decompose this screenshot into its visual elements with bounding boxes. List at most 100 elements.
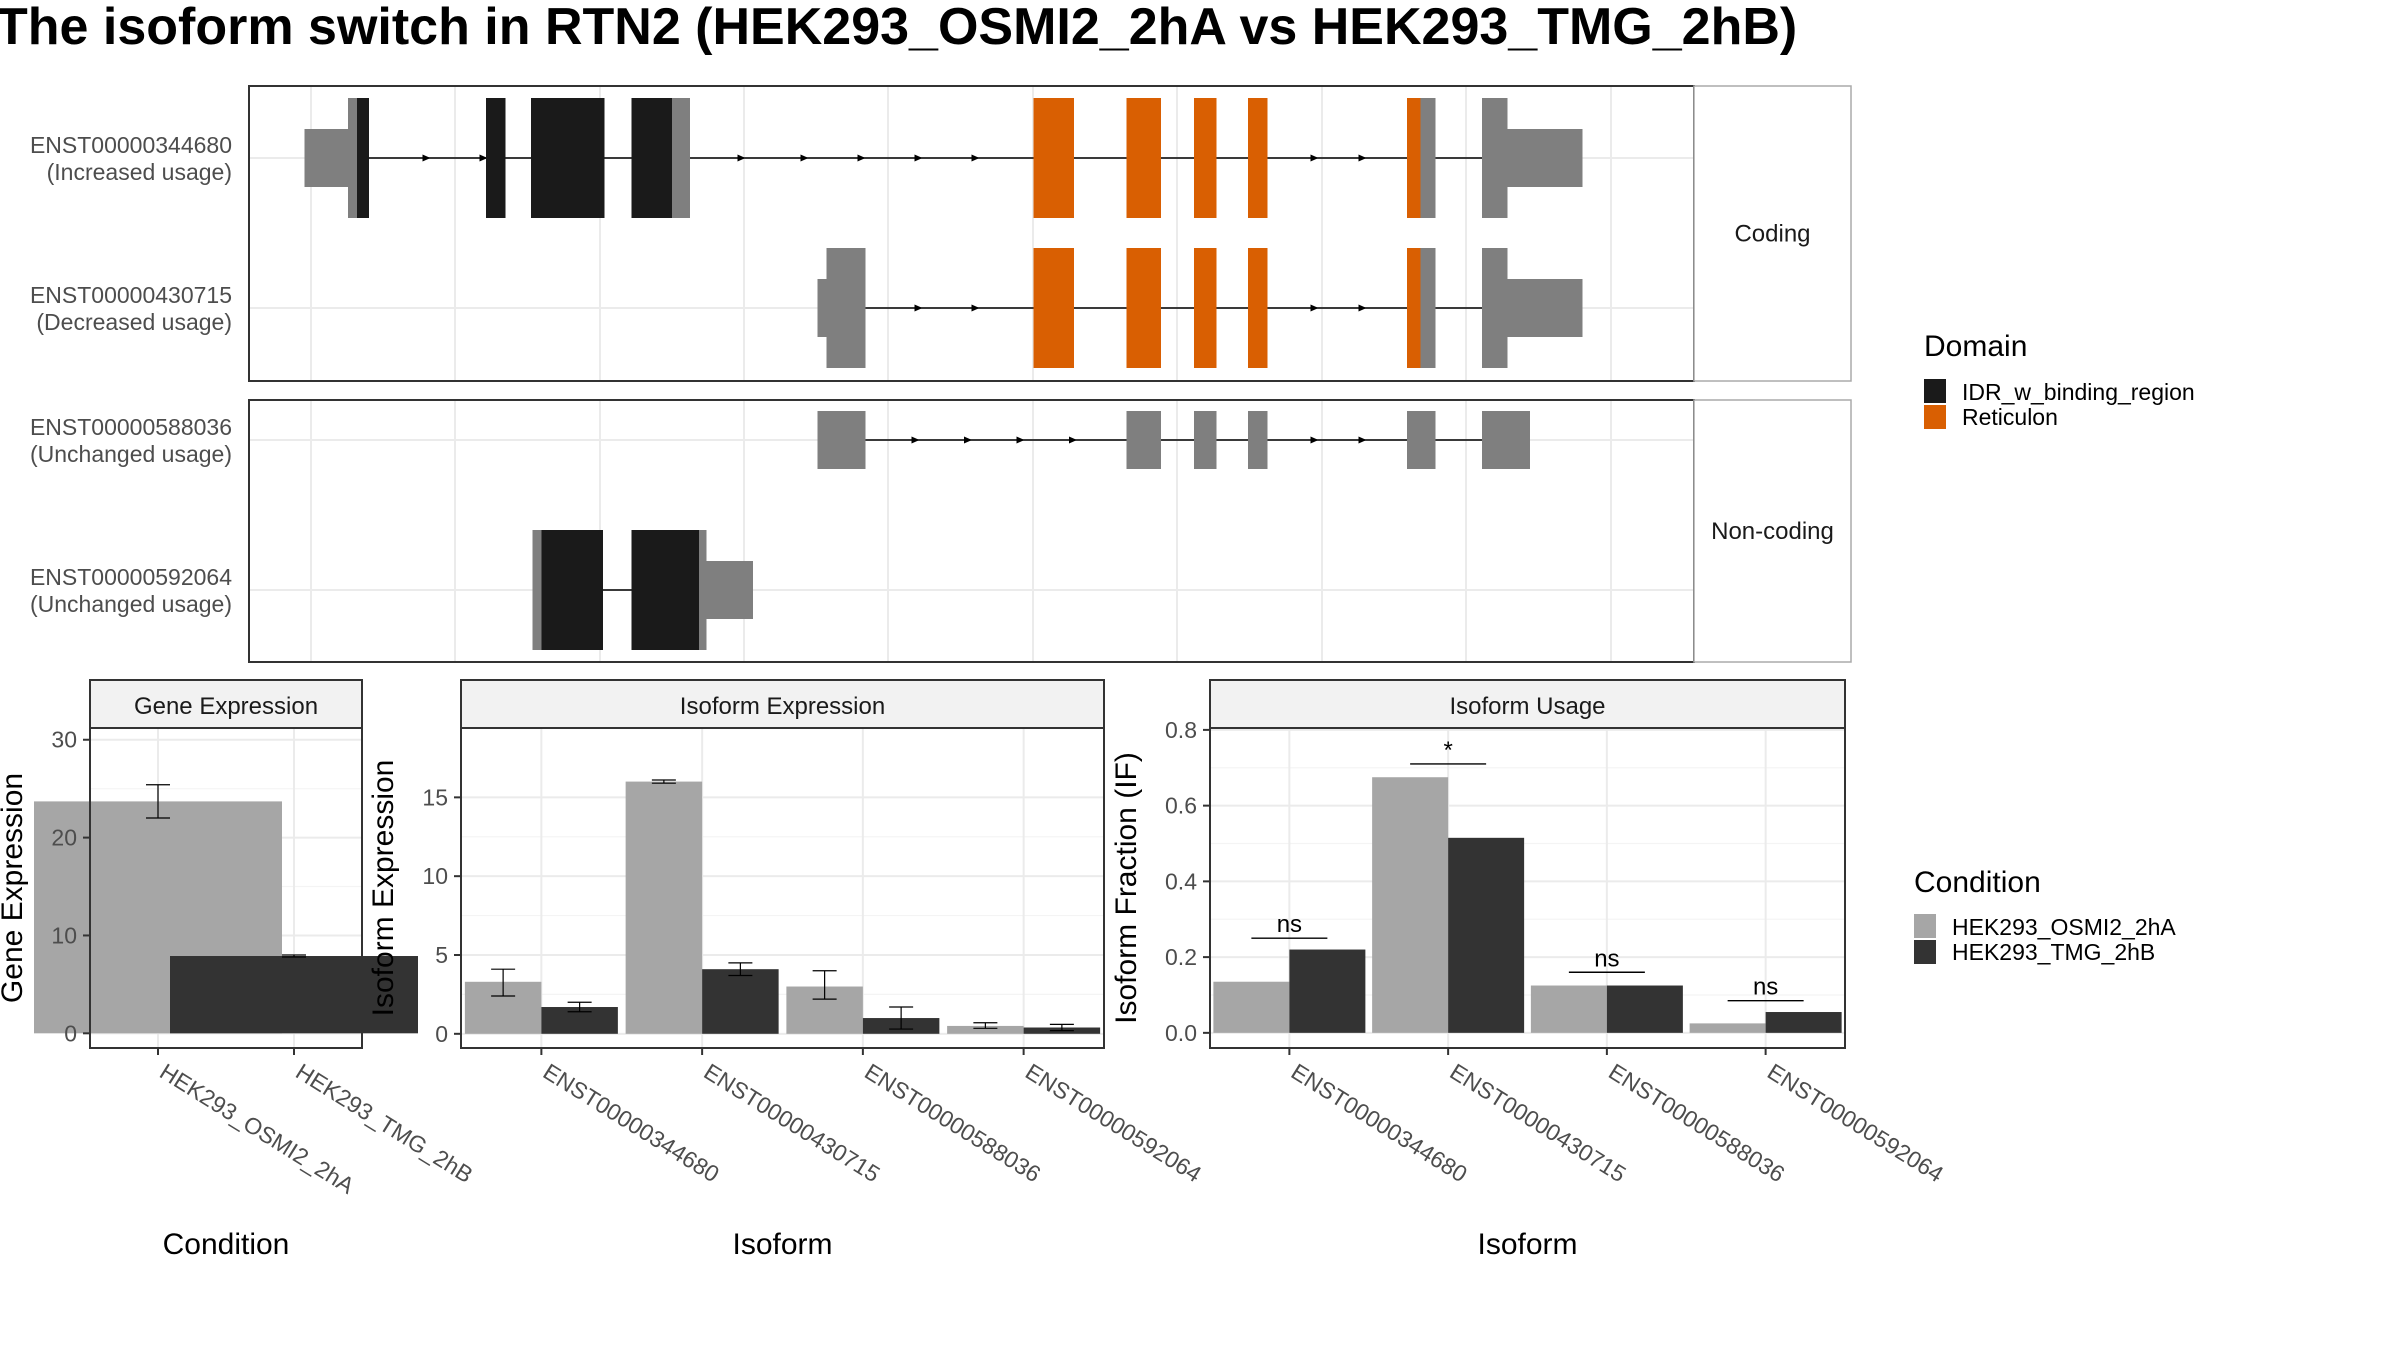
intron-arrow [1358, 436, 1367, 444]
exon-block [348, 98, 357, 218]
bar [1606, 985, 1683, 1033]
exon-block [357, 98, 369, 218]
exon-block [817, 411, 866, 469]
legend-key-tmg [1914, 940, 1936, 964]
domain-legend: Domain IDR_w_binding_region Reticulon [1924, 330, 2195, 430]
y-tick-label: 0.4 [1165, 868, 1197, 894]
y-tick-label: 5 [435, 942, 448, 968]
intron-arrow [857, 154, 866, 162]
intron-arrow [1358, 154, 1367, 162]
transcript-usage-label: (Unchanged usage) [30, 591, 232, 617]
bar-panel-bg [461, 728, 1104, 1048]
exon-block [1194, 98, 1217, 218]
intron-arrow [971, 154, 980, 162]
y-tick-label: 10 [51, 922, 77, 948]
bar-panel-title: Isoform Expression [680, 693, 885, 720]
legend-key-idr [1924, 379, 1946, 403]
bar [625, 781, 703, 1034]
intron-arrow [911, 436, 920, 444]
exon-block [1126, 248, 1161, 368]
y-tick-label: 0 [435, 1021, 448, 1047]
structure-panel-label: Coding [1734, 221, 1810, 248]
intron-arrow [800, 154, 809, 162]
legend-key-reticulon [1924, 405, 1946, 429]
exon-block [1248, 411, 1268, 469]
y-tick-label: 0.0 [1165, 1020, 1197, 1046]
exon-block [1482, 248, 1508, 368]
intron-arrow [1069, 436, 1077, 444]
bar [947, 1025, 1024, 1034]
bar-panel-strip [1209, 679, 1846, 729]
y-tick-label: 0.8 [1165, 717, 1197, 743]
bar-panel-strip [460, 679, 1105, 729]
legend-label-osmi2: HEK293_OSMI2_2hA [1952, 914, 2176, 940]
transcript-id-label: ENST00000344680 [30, 132, 232, 158]
intron-arrow [737, 154, 746, 162]
exon-block [1248, 98, 1268, 218]
y-axis-title: Isoform Fraction (IF) [1110, 752, 1143, 1024]
y-tick-label: 20 [51, 825, 77, 851]
y-tick-label: 30 [51, 727, 77, 753]
intron-arrow [1310, 154, 1319, 162]
bar [170, 956, 418, 1034]
exon-block [1420, 98, 1436, 218]
exon-block [1507, 279, 1583, 337]
exon-block [532, 530, 542, 650]
exon-block [1507, 129, 1583, 187]
legend-key-osmi2 [1914, 914, 1936, 938]
exon-block [1248, 248, 1268, 368]
plot-title: The isoform switch in RTN2 (HEK293_OSMI2… [0, 0, 1797, 56]
structure-strip [1693, 85, 1852, 382]
structure-strip [1693, 399, 1852, 663]
exon-block [1420, 248, 1436, 368]
intron-arrow [1310, 304, 1319, 312]
exon-block [672, 98, 690, 218]
intron-arrow [422, 154, 431, 162]
y-tick-label: 0 [64, 1020, 77, 1046]
bar [1372, 777, 1449, 1033]
bar-panel-title: Isoform Usage [1449, 693, 1605, 720]
y-tick-label: 15 [422, 784, 448, 810]
exon-block [1033, 98, 1074, 218]
exon-block [826, 248, 866, 368]
bar [1448, 837, 1525, 1033]
y-axis-title: Isoform Expression [367, 760, 400, 1017]
intron-arrow [964, 436, 972, 444]
exon-block [1407, 411, 1436, 469]
exon-block [1126, 98, 1161, 218]
structure-panel-bg [249, 400, 1694, 662]
transcript-id-label: ENST00000588036 [30, 414, 232, 440]
bar [1530, 985, 1607, 1033]
bar [1689, 1023, 1766, 1033]
intron-arrow [1016, 436, 1025, 444]
bar [1213, 981, 1290, 1033]
exon-block [541, 530, 603, 650]
significance-label: ns [1753, 974, 1778, 1001]
transcript-id-label: ENST00000430715 [30, 282, 232, 308]
exon-block [1194, 411, 1217, 469]
significance-label: * [1443, 737, 1452, 764]
exon-block [699, 530, 707, 650]
structure-panel-bg [249, 86, 1694, 381]
exon-block [631, 98, 672, 218]
exon-block [486, 98, 506, 218]
bar-panel-strip [89, 679, 363, 729]
significance-label: ns [1594, 945, 1619, 972]
legend-label-idr: IDR_w_binding_region [1962, 379, 2195, 405]
x-axis-title: Isoform [732, 1228, 832, 1261]
transcript-usage-label: (Unchanged usage) [30, 441, 232, 467]
transcript-structure: ENST00000344680(Increased usage) ENST0000… [30, 85, 1852, 663]
bar [1765, 1012, 1842, 1033]
y-axis-title: Gene Expression [0, 773, 29, 1003]
condition-legend: Condition HEK293_OSMI2_2hA HEK293_TMG_2h… [1914, 866, 2176, 965]
legend-label-reticulon: Reticulon [1962, 404, 2058, 430]
exon-block [531, 98, 605, 218]
exon-block [1482, 98, 1508, 218]
y-tick-label: 0.6 [1165, 793, 1197, 819]
x-axis-title: Condition [163, 1228, 290, 1261]
bar-panel-title: Gene Expression [134, 693, 318, 720]
bar [1289, 949, 1366, 1033]
x-axis-title: Isoform [1477, 1228, 1577, 1261]
exon-block [1194, 248, 1217, 368]
